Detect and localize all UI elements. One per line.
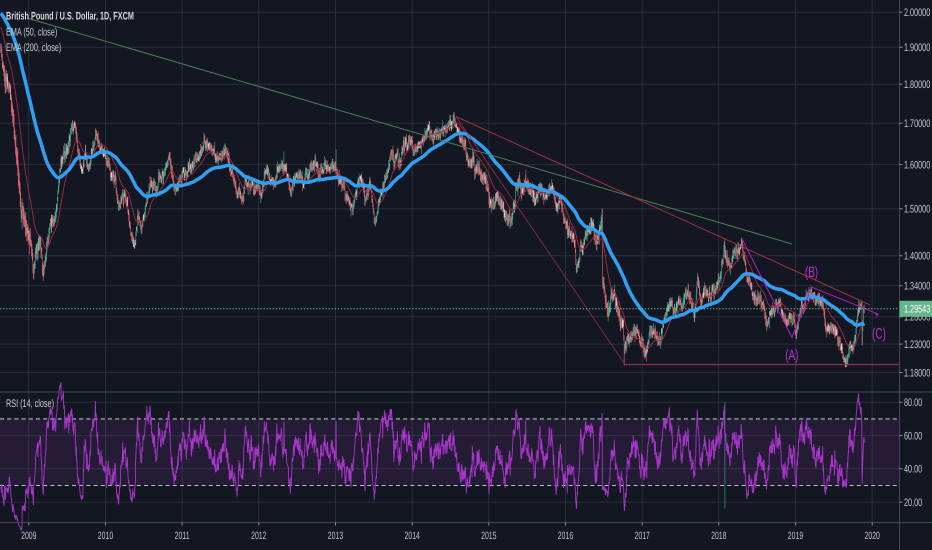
svg-text:British Pound / U.S. Dollar, 1: British Pound / U.S. Dollar, 1D, FXCM [6,11,134,23]
svg-text:EMA (200, close): EMA (200, close) [6,42,61,54]
svg-text:(C): (C) [872,326,886,343]
svg-text:2016: 2016 [558,530,574,542]
svg-text:1.70000: 1.70000 [904,118,930,130]
svg-text:1.40000: 1.40000 [904,251,930,263]
svg-text:1.60000: 1.60000 [904,159,930,171]
svg-text:40.00: 40.00 [904,464,922,476]
svg-text:2017: 2017 [634,530,650,542]
svg-text:60.00: 60.00 [904,430,922,442]
svg-text:RSI (14, close): RSI (14, close) [6,398,54,410]
svg-text:20.00: 20.00 [904,497,922,509]
svg-text:2020: 2020 [864,530,880,542]
svg-text:2015: 2015 [481,530,497,542]
svg-text:EMA (50, close): EMA (50, close) [6,27,57,39]
svg-text:2018: 2018 [711,530,727,542]
svg-text:(B): (B) [805,264,818,281]
svg-text:2019: 2019 [788,530,804,542]
svg-text:2012: 2012 [251,530,267,542]
svg-text:2010: 2010 [98,530,114,542]
svg-text:1.23000: 1.23000 [904,339,930,351]
svg-text:2013: 2013 [328,530,344,542]
svg-text:1.18000: 1.18000 [904,367,930,379]
svg-text:2.00000: 2.00000 [904,7,930,19]
svg-text:2009: 2009 [21,530,37,542]
svg-text:1.29543: 1.29543 [904,304,930,316]
svg-text:1.80000: 1.80000 [904,79,930,91]
svg-text:1.50000: 1.50000 [904,204,930,216]
svg-text:1.34000: 1.34000 [904,281,930,293]
svg-text:1.90000: 1.90000 [904,42,930,54]
svg-text:2011: 2011 [175,530,190,542]
svg-text:(A): (A) [785,347,798,364]
svg-text:80.00: 80.00 [904,397,922,409]
svg-text:2014: 2014 [404,530,420,542]
